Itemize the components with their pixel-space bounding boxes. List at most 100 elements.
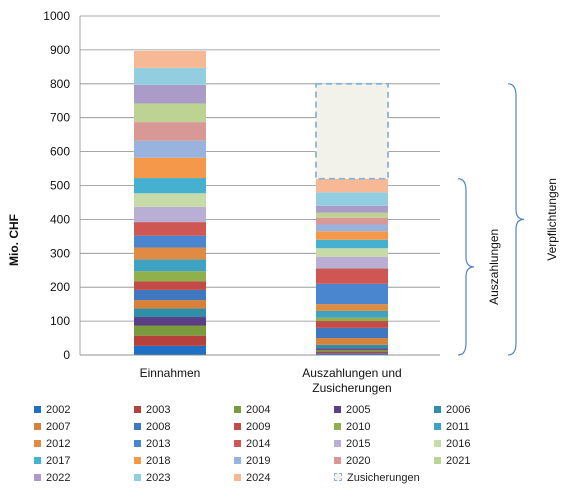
legend-label: 2005 [346,404,371,416]
legend-swatch [234,422,241,430]
bar-segment-2011 [316,310,388,318]
bar-segment-2019 [134,140,206,158]
y-tick-label: 700 [50,111,70,125]
legend-label: 2024 [246,472,271,484]
bar-segment-2003 [316,351,388,354]
legend-swatch [134,456,141,464]
legend-label: 2011 [446,421,470,433]
legend-label: 2008 [146,421,171,433]
legend-item: 2007 [34,421,70,433]
bar-segment-2020 [134,122,206,141]
x-category-label: Einnahmen [140,366,201,380]
legend-swatch [434,405,441,413]
legend-label: 2002 [46,404,71,416]
bar-segment-2006 [134,308,206,318]
bar-segment-2019 [316,224,388,232]
bar-segment-2023 [316,192,388,206]
bar-segment-2016 [316,248,388,257]
legend-item: 2018 [134,455,170,467]
legend-swatch [234,473,241,481]
legend-swatch [134,473,141,481]
legend-swatch [334,473,342,482]
legend-label: 2017 [46,455,71,467]
y-tick-label: 1000 [43,9,70,23]
bar-segment-2002 [316,353,388,355]
braces: Auszahlungen Verpflichtungen [457,83,559,356]
legend-swatch [34,439,41,447]
legend-swatch [134,439,141,447]
legend-item: 2019 [234,455,270,467]
legend-swatch [134,422,141,430]
y-tick-label: 800 [50,77,70,91]
legend-item: 2005 [334,404,370,416]
legend-label: 2009 [246,421,271,433]
legend-item: 2013 [134,438,170,450]
legend-item: 2014 [234,438,270,450]
legend-swatch [234,405,241,413]
legend-swatch [34,405,41,413]
legend-item: 2002 [34,404,70,416]
annotation-verpflichtungen: Verpflichtungen [545,178,559,261]
bar-segment-2022 [134,84,206,104]
bar-segment-2018 [134,157,206,179]
y-tick-label: 500 [50,179,70,193]
legend-item: 2008 [134,421,170,433]
bar-segment-2008 [134,289,206,301]
legend-swatch [134,405,141,413]
bar-segment-2003 [134,335,206,346]
y-tick-label: 400 [50,212,70,226]
bar-segment-2017 [134,178,206,194]
bar-segment-2020 [316,217,388,225]
legend-item: 2016 [434,438,470,450]
legend-swatch [434,439,441,447]
legend-item: 2017 [34,455,70,467]
legend-label: 2012 [46,438,71,450]
legend-item: 2020 [334,455,370,467]
legend-label: 2004 [246,404,271,416]
legend-label: 2014 [246,438,271,450]
bar-segment-2010 [134,271,206,282]
legend-label: 2016 [446,438,471,450]
x-category-label: Zusicherungen [312,381,391,395]
y-tick-label: 600 [50,145,70,159]
legend-item: 2021 [434,455,470,467]
legend-item: 2010 [334,421,370,433]
bar-segment-2014 [316,268,388,284]
bar-segment-2008 [316,327,388,339]
legend-item: 2004 [234,404,270,416]
bar-segment-2012 [134,247,206,260]
legend-swatch [334,439,341,447]
y-tick-label: 900 [50,43,70,57]
legend-label: 2006 [446,404,471,416]
bar-segment-2018 [316,231,388,240]
legend-swatch [434,456,441,464]
y-tick-label: 200 [50,280,70,294]
legend-label: 2013 [146,438,171,450]
legend-swatch [234,439,241,447]
bar-segment-2016 [134,193,206,207]
legend-item: 2022 [34,472,70,484]
bar-segment-2017 [316,239,388,249]
bar-segment-2002 [134,345,206,355]
bar-segment-2004 [316,349,388,352]
legend-swatch [234,456,241,464]
legend-item: 2011 [434,421,470,433]
bar-segment-zusicherungen [315,82,389,180]
legend-item: 2024 [234,472,270,484]
bar-segment-2009 [134,281,206,290]
bar-segment-2011 [134,259,206,272]
bar-segment-2024 [316,178,388,193]
bar-segment-2021 [134,103,206,123]
bar-segment-2013 [316,283,388,305]
bar-segment-2013 [134,235,206,248]
legend-item: 2003 [134,404,170,416]
bar-segment-2009 [316,321,388,328]
bar-segment-2007 [134,300,206,309]
bar-segment-2021 [316,212,388,218]
legend-label: 2003 [146,404,171,416]
bar-segment-2014 [134,222,206,236]
legend-label: Zusicherungen [347,472,420,484]
legend-swatch [34,456,41,464]
legend-label: 2007 [46,421,71,433]
